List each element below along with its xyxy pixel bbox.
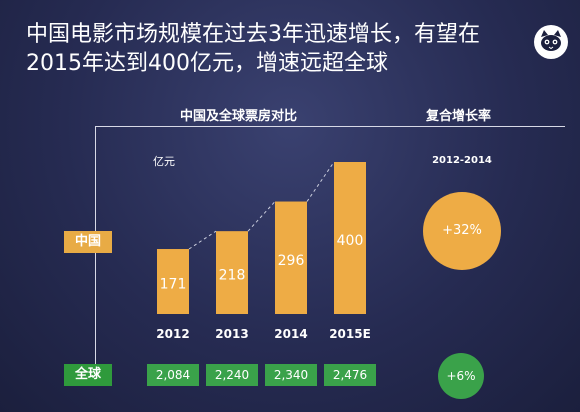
global-row-label: 全球	[64, 364, 112, 386]
right-panel-title: 复合增长率	[426, 109, 492, 124]
category-label: 2015E	[329, 327, 371, 341]
growth-period-label: 2012-2014	[432, 155, 492, 166]
global-growth-circle: +6%	[438, 353, 484, 399]
china-growth-circle: +32%	[423, 192, 501, 270]
slide-title-line-2: 2015年达到400亿元，增速远超全球	[26, 51, 388, 76]
dashed-connector	[247, 201, 276, 232]
dashed-connector	[306, 161, 335, 202]
dashed-connector	[188, 230, 217, 250]
category-label: 2014	[274, 327, 307, 341]
bar-value-label: 400	[337, 233, 364, 249]
china-row-label: 中国	[64, 231, 112, 253]
bar-2015E	[334, 162, 366, 314]
top-divider	[95, 126, 565, 127]
global-value-box: 2,240	[206, 364, 258, 386]
bar-value-label: 171	[160, 277, 187, 293]
bar-2014	[275, 201, 307, 314]
left-panel-title: 中国及全球票房对比	[180, 109, 298, 124]
slide-title-line-1: 中国电影市场规模在过去3年迅速增长，有望在	[26, 22, 480, 47]
global-value-box: 2,084	[147, 364, 199, 386]
bar-value-label: 218	[219, 268, 246, 284]
category-label: 2012	[156, 327, 189, 341]
bar-2012	[157, 249, 189, 314]
category-label: 2013	[215, 327, 248, 341]
global-value-box: 2,340	[265, 364, 317, 386]
global-value-box: 2,476	[324, 364, 376, 386]
cat-face-icon	[534, 25, 568, 59]
bar-value-label: 296	[278, 253, 305, 269]
slide-title: 中国电影市场规模在过去3年迅速增长，有望在 2015年达到400亿元，增速远超全…	[26, 20, 506, 78]
unit-label: 亿元	[153, 155, 175, 168]
bar-2013	[216, 231, 248, 314]
